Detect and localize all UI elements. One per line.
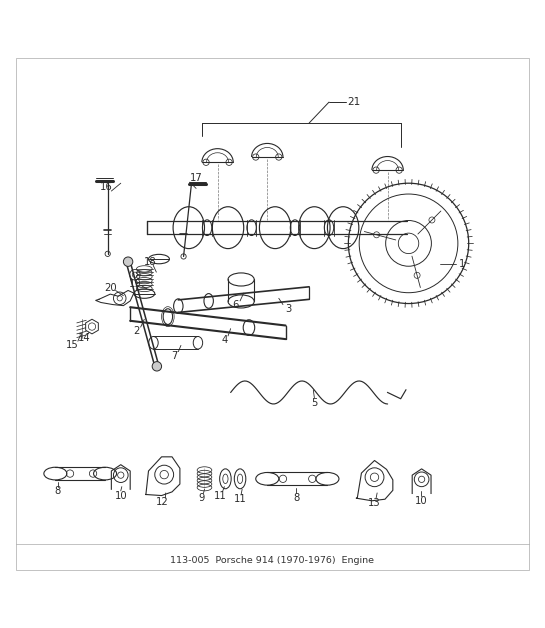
Text: 3: 3 <box>285 304 292 314</box>
Text: 14: 14 <box>78 333 90 342</box>
Text: 5: 5 <box>311 398 318 408</box>
Text: 17: 17 <box>190 173 203 183</box>
Text: 11: 11 <box>234 494 246 504</box>
Text: 11: 11 <box>214 490 227 501</box>
Text: 18: 18 <box>144 257 157 267</box>
Circle shape <box>123 257 133 266</box>
Text: 21: 21 <box>347 97 360 107</box>
Text: 7: 7 <box>172 351 178 361</box>
Text: 2: 2 <box>134 326 140 336</box>
Text: 4: 4 <box>221 335 227 345</box>
Text: 10: 10 <box>415 495 427 506</box>
Text: 1: 1 <box>459 259 465 269</box>
Text: 113-005  Porsche 914 (1970-1976)  Engine: 113-005 Porsche 914 (1970-1976) Engine <box>171 556 374 565</box>
Text: 15: 15 <box>66 340 79 350</box>
Text: 16: 16 <box>100 182 113 192</box>
Text: 10: 10 <box>114 490 127 501</box>
Text: 6: 6 <box>233 300 239 310</box>
Text: 20: 20 <box>104 283 117 293</box>
Text: 12: 12 <box>156 497 169 507</box>
Text: 8: 8 <box>293 492 299 502</box>
Circle shape <box>152 362 161 371</box>
Text: 9: 9 <box>199 493 205 503</box>
Polygon shape <box>146 457 180 495</box>
Polygon shape <box>356 460 393 501</box>
Text: 8: 8 <box>55 486 61 496</box>
Text: 19: 19 <box>129 279 142 289</box>
Text: 13: 13 <box>368 498 381 508</box>
Polygon shape <box>96 291 134 306</box>
